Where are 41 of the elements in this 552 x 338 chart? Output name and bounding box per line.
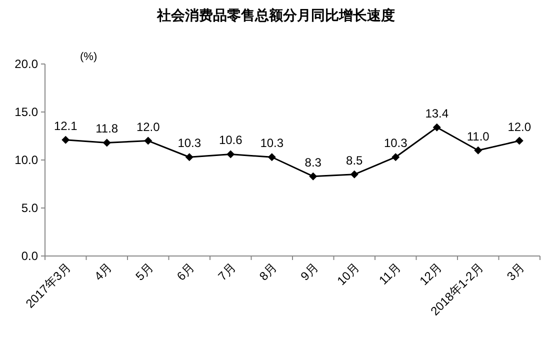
x-tick-label: 12月: [416, 260, 445, 288]
point: [350, 170, 358, 178]
x-tick-label: 7月: [215, 260, 238, 284]
point: [474, 146, 482, 154]
point: [226, 150, 235, 158]
x-tick-label: 11月: [376, 260, 404, 288]
point: [515, 136, 524, 145]
data-label: 11.0: [466, 129, 490, 144]
y-tick-label: 0.0: [21, 249, 38, 263]
data-label: 10.3: [178, 136, 202, 150]
data-label: 8.3: [304, 155, 322, 170]
point: [102, 138, 111, 147]
x-tick-label: 5月: [132, 260, 156, 284]
point: [185, 153, 194, 162]
y-tick-label: 15.0: [14, 105, 38, 119]
data-label: 13.4: [425, 106, 449, 120]
point: [144, 136, 152, 145]
data-label: 8.5: [346, 153, 364, 168]
data-label: 10.3: [260, 136, 284, 150]
y-tick-label: 5.0: [21, 201, 38, 215]
y-tick-label: 20.0: [14, 57, 38, 71]
x-tick-label: 3月: [504, 260, 528, 284]
data-label: 12.1: [54, 118, 78, 133]
data-label: 12.0: [136, 120, 160, 134]
point: [268, 153, 276, 162]
ylabel: (%): [80, 51, 98, 63]
title: 社会消费品零售总额分月同比增长速度: [157, 7, 395, 23]
data-label: 12.0: [508, 120, 532, 134]
x-tick-label: 6月: [174, 260, 198, 284]
data-label: 10.6: [218, 133, 243, 148]
point: [309, 172, 318, 180]
x-tick-label: 4月: [92, 260, 115, 284]
x-tick-label: 10月: [334, 260, 362, 288]
x-tick-label: 9月: [298, 260, 321, 284]
point: [62, 136, 70, 144]
data-label: 10.3: [384, 136, 408, 150]
point: [432, 123, 441, 132]
data-label: 11.8: [96, 122, 118, 136]
y-tick-label: 10.0: [14, 153, 38, 167]
x-tick-label: 8月: [256, 260, 280, 284]
point: [392, 153, 400, 162]
